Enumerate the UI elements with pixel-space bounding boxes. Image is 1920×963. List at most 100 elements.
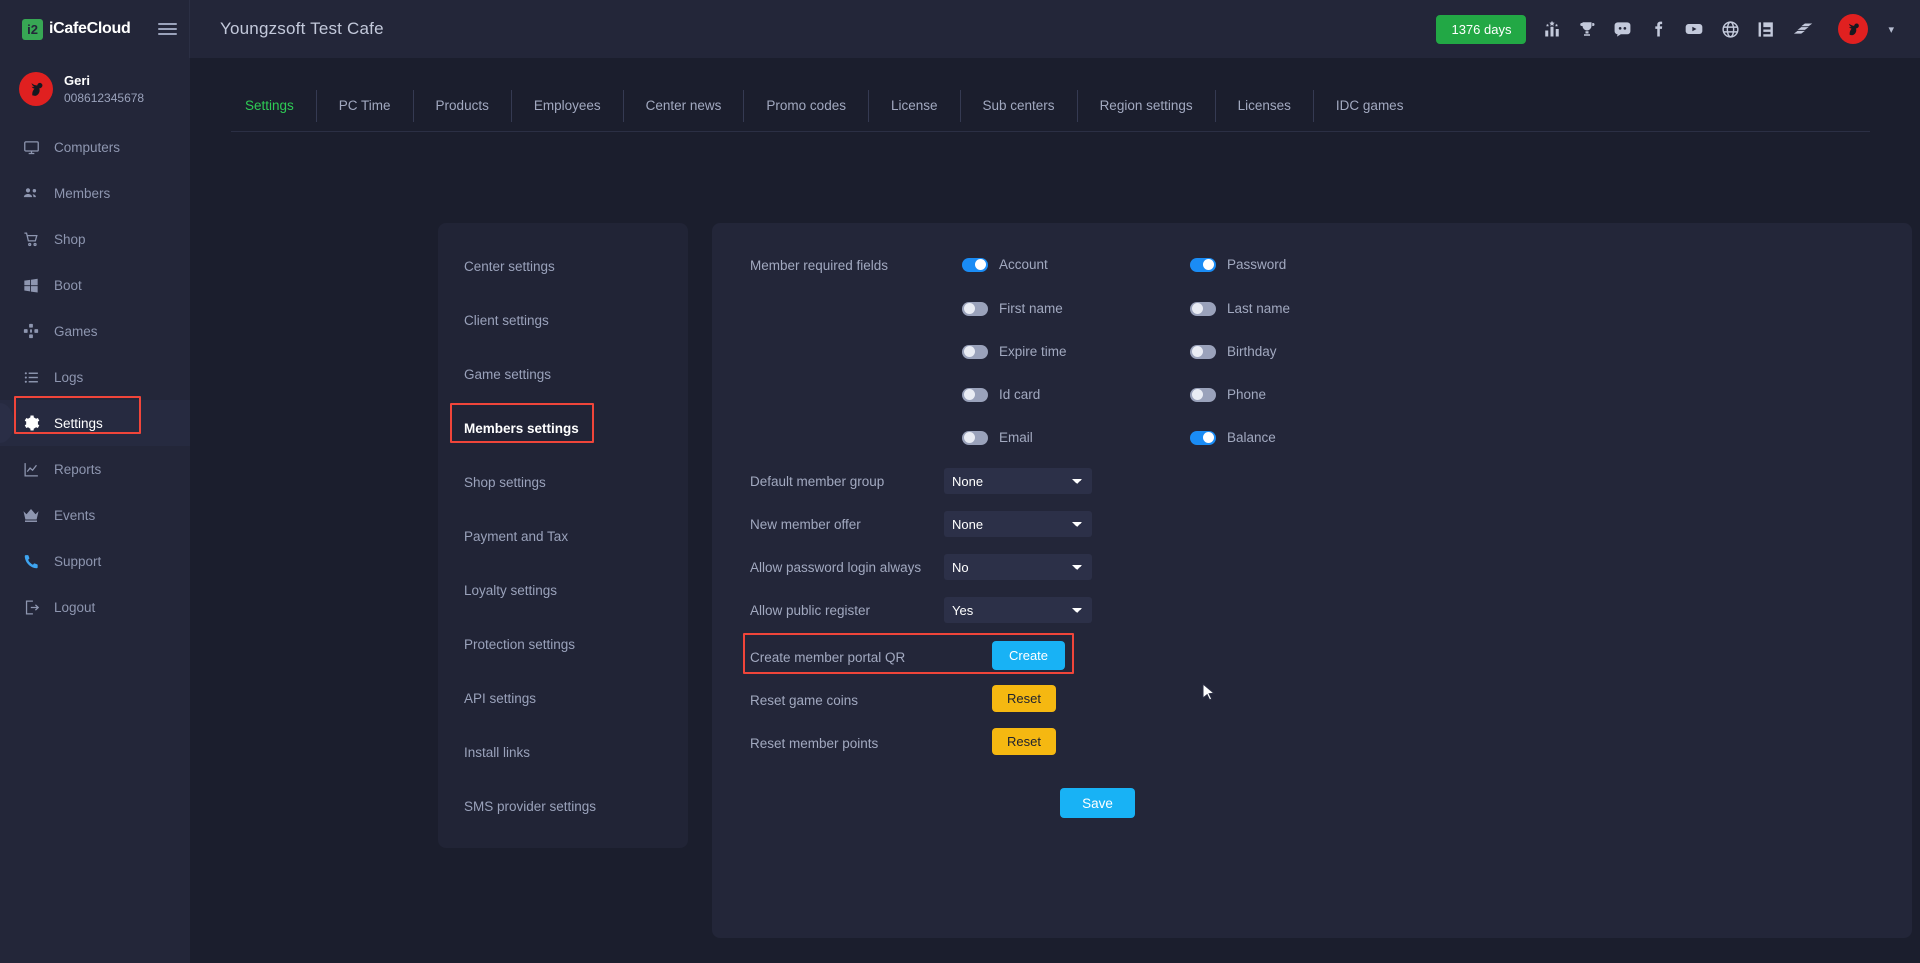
select-new-member-offer-wrap: None [944, 511, 1092, 537]
tab-pc-time[interactable]: PC Time [317, 90, 414, 122]
toggle-first-name[interactable]: First name [962, 301, 1063, 316]
toggle-label: Expire time [999, 344, 1067, 359]
subnav-item-protection-settings[interactable]: Protection settings [464, 636, 576, 652]
reset-game-coins-button[interactable]: Reset [992, 685, 1056, 712]
select-allow-password-login-always[interactable]: No [944, 554, 1092, 580]
toggle-account[interactable]: Account [962, 257, 1048, 272]
tab-settings[interactable]: Settings [231, 90, 317, 122]
sidebar-item-logs[interactable]: Logs [0, 354, 190, 400]
toggle-label: Last name [1227, 301, 1291, 316]
sidebar-item-reports[interactable]: Reports [0, 446, 190, 492]
subnav-item-install-links[interactable]: Install links [464, 744, 531, 760]
sidebar-item-games[interactable]: Games [0, 308, 190, 354]
toggle-birthday[interactable]: Birthday [1190, 344, 1277, 359]
sidebar-item-label: Logs [54, 369, 84, 385]
subnav-item-sms-provider-settings[interactable]: SMS provider settings [464, 798, 597, 814]
user-avatar-top[interactable] [1838, 14, 1869, 44]
select-default-member-group[interactable]: None [944, 468, 1092, 494]
app-logo-text: iCafeCloud [49, 20, 131, 37]
tab-promo-codes[interactable]: Promo codes [744, 90, 869, 122]
windows-icon [22, 277, 40, 293]
globe-icon[interactable] [1721, 20, 1740, 39]
sidebar-user-block[interactable]: Geri 008612345678 [0, 58, 190, 124]
facebook-icon[interactable] [1649, 20, 1667, 38]
sidebar-item-events[interactable]: Events [0, 492, 190, 538]
reset-member-points-button[interactable]: Reset [992, 728, 1056, 755]
select-allow-public-register-wrap: Yes [944, 597, 1092, 623]
toggle-last-name[interactable]: Last name [1190, 301, 1290, 316]
esports-logo-icon[interactable] [1793, 18, 1815, 40]
toggle-label: Account [999, 257, 1048, 272]
select-new-member-offer[interactable]: None [944, 511, 1092, 537]
row-label: Reset member points [750, 736, 879, 751]
tab-products[interactable]: Products [414, 90, 512, 122]
trophy-icon[interactable] [1578, 20, 1596, 38]
hamburger-menu-icon[interactable] [158, 23, 178, 35]
subnav-item-members-settings[interactable]: Members settings [464, 420, 579, 436]
center-title: Youngzsoft Test Cafe [220, 19, 384, 38]
sidebar-item-computers[interactable]: Computers [0, 124, 190, 170]
tab-region-settings[interactable]: Region settings [1078, 90, 1216, 122]
toggle-password[interactable]: Password [1190, 257, 1286, 272]
subnav-item-payment-and-tax[interactable]: Payment and Tax [464, 528, 569, 544]
sidebar-item-boot[interactable]: Boot [0, 262, 190, 308]
discord-icon[interactable] [1613, 20, 1632, 39]
toggle-switch-first-name[interactable] [962, 301, 988, 316]
user-name: Geri [64, 73, 91, 89]
select-allow-public-register[interactable]: Yes [944, 597, 1092, 623]
toggle-switch-expire-time[interactable] [962, 344, 988, 359]
sidebar-item-support[interactable]: Support [0, 538, 190, 584]
tab-bar: Settings PC Time Products Employees Cent… [231, 90, 1870, 132]
member-required-fields-label: Member required fields [750, 258, 889, 273]
icafe-logo-icon[interactable] [1757, 20, 1776, 39]
toggle-balance[interactable]: Balance [1190, 430, 1276, 445]
sidebar-item-shop[interactable]: Shop [0, 216, 190, 262]
sidebar-item-members[interactable]: Members [0, 170, 190, 216]
chevron-down-icon[interactable]: ▾ [1888, 23, 1894, 36]
row-create-member-portal-qr: Create member portal QR [750, 650, 905, 665]
tab-sub-centers[interactable]: Sub centers [961, 90, 1078, 122]
days-remaining-badge[interactable]: 1376 days [1436, 14, 1527, 44]
youtube-icon[interactable] [1684, 19, 1704, 39]
podium-rank-icon[interactable] [1543, 20, 1561, 38]
sidebar-item-logout[interactable]: Logout [0, 584, 190, 630]
tab-employees[interactable]: Employees [512, 90, 624, 122]
subnav-item-game-settings[interactable]: Game settings [464, 366, 552, 382]
toggle-switch-email[interactable] [962, 430, 988, 445]
toggle-expire-time[interactable]: Expire time [962, 344, 1067, 359]
toggle-switch-id-card[interactable] [962, 387, 988, 402]
tab-licenses[interactable]: Licenses [1216, 90, 1314, 122]
avatar [19, 72, 53, 106]
subnav-item-api-settings[interactable]: API settings [464, 690, 537, 706]
create-button[interactable]: Create [992, 641, 1066, 670]
subnav-item-shop-settings[interactable]: Shop settings [464, 474, 546, 490]
sidebar-item-settings[interactable]: Settings [0, 400, 190, 446]
save-button[interactable]: Save [1060, 788, 1135, 818]
toggle-switch-last-name[interactable] [1190, 301, 1216, 316]
toggle-switch-password[interactable] [1190, 257, 1216, 272]
tab-idc-games[interactable]: IDC games [1335, 98, 1404, 113]
toggle-switch-balance[interactable] [1190, 430, 1216, 445]
subnav-item-center-settings[interactable]: Center settings [464, 258, 555, 274]
sidebar-item-label: Support [54, 553, 102, 569]
toggle-id-card[interactable]: Id card [962, 387, 1040, 402]
toggle-label: Password [1227, 257, 1287, 272]
sidebar-item-label: Events [54, 507, 96, 523]
tab-center-news[interactable]: Center news [624, 90, 745, 122]
app-logo[interactable]: i2 iCafeCloud [22, 18, 131, 40]
toggle-switch-phone[interactable] [1190, 387, 1216, 402]
toggle-email[interactable]: Email [962, 430, 1033, 445]
tab-license[interactable]: License [869, 90, 961, 122]
toggle-label: Email [999, 430, 1033, 445]
toggle-phone[interactable]: Phone [1190, 387, 1266, 402]
user-phone: 008612345678 [64, 90, 145, 105]
top-bar: i2 iCafeCloud Youngzsoft Test Cafe 1376 … [0, 0, 1920, 58]
toggle-switch-account[interactable] [962, 257, 988, 272]
toggle-switch-birthday[interactable] [1190, 344, 1216, 359]
phone-icon [22, 553, 40, 570]
subnav-item-loyalty-settings[interactable]: Loyalty settings [464, 582, 558, 598]
row-label: New member offer [750, 517, 861, 532]
sidebar-item-label: Shop [54, 231, 86, 247]
toggle-label: Phone [1227, 387, 1267, 402]
subnav-item-client-settings[interactable]: Client settings [464, 312, 549, 328]
